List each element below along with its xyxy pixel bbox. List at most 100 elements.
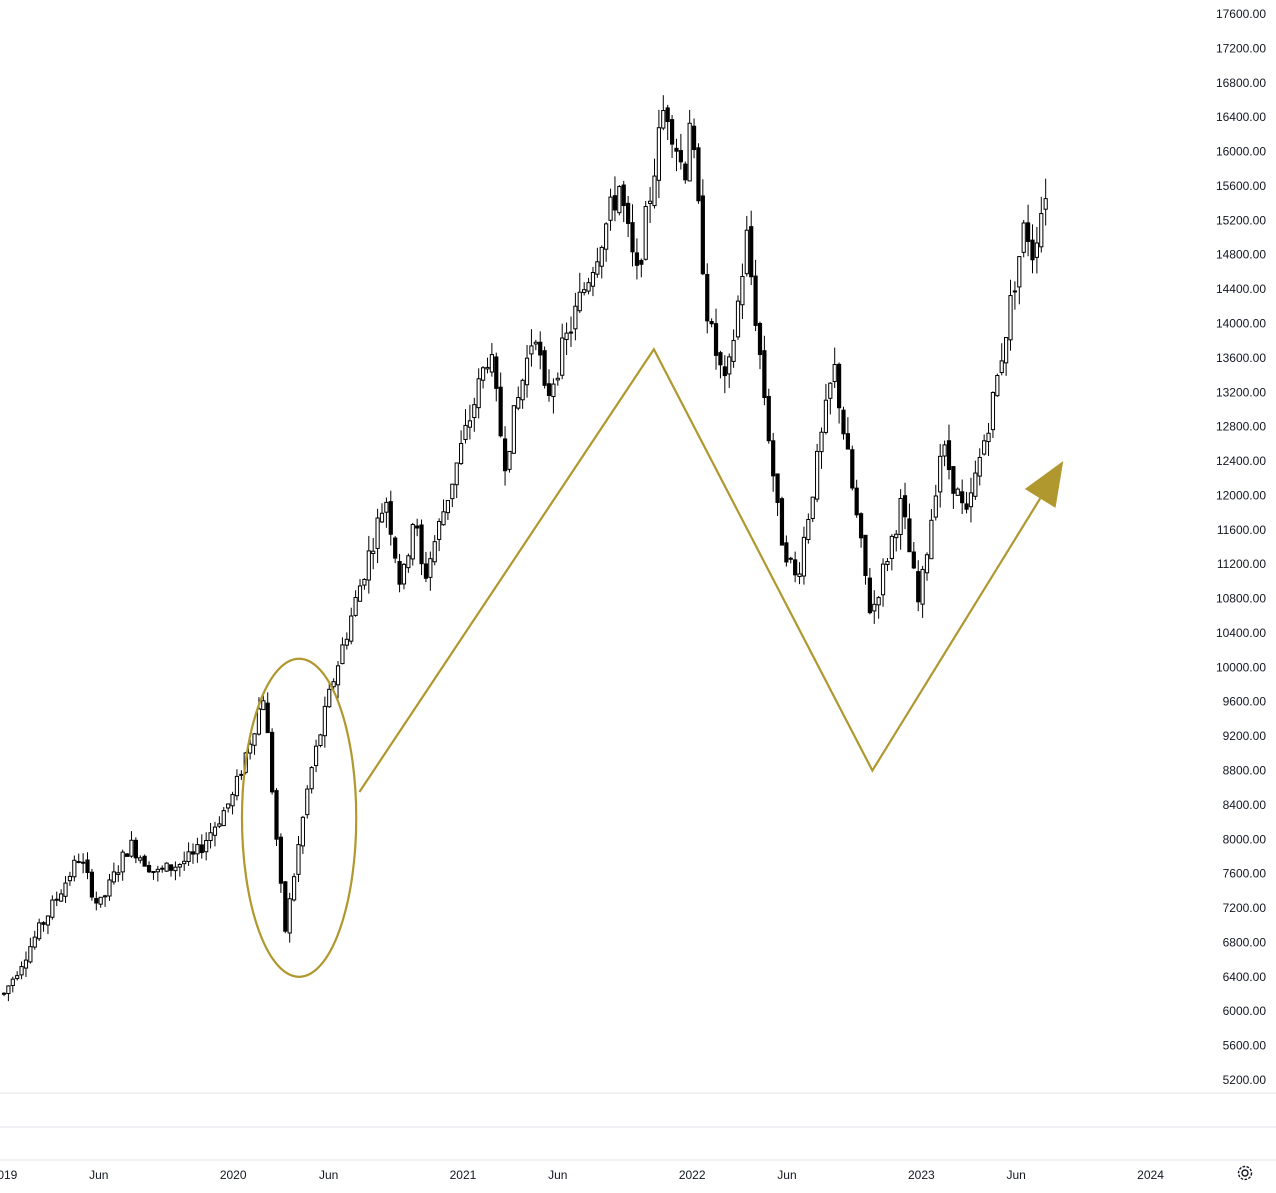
candle xyxy=(208,822,213,849)
price-tick-label: 13600.00 xyxy=(1216,351,1266,365)
candle xyxy=(942,440,947,467)
price-tick-label: 12000.00 xyxy=(1216,488,1266,502)
candle xyxy=(498,372,503,438)
candle xyxy=(529,329,534,367)
price-tick-label: 16400.00 xyxy=(1216,110,1266,124)
zigzag-trend-line[interactable] xyxy=(358,347,1042,793)
candle xyxy=(129,831,134,858)
candle xyxy=(648,187,653,224)
candle xyxy=(432,535,437,566)
candle xyxy=(120,849,125,881)
candle xyxy=(718,350,723,379)
candle xyxy=(524,345,530,398)
arrow-head[interactable] xyxy=(1024,461,1064,508)
price-tick-label: 11600.00 xyxy=(1217,523,1266,537)
candle xyxy=(507,450,512,473)
highlight-ellipse[interactable] xyxy=(240,657,358,978)
candle xyxy=(880,558,886,607)
candle xyxy=(199,834,204,859)
price-tick-label: 11200.00 xyxy=(1217,557,1266,571)
candle xyxy=(542,346,547,389)
candle xyxy=(107,873,112,901)
candle xyxy=(533,339,538,351)
candle xyxy=(23,951,29,977)
candle xyxy=(94,891,99,911)
candle xyxy=(788,556,793,564)
candle xyxy=(727,353,732,388)
price-tick-label: 12800.00 xyxy=(1216,420,1266,434)
time-tick-label: 2019 xyxy=(0,1168,18,1182)
candle xyxy=(960,479,965,515)
candle xyxy=(489,343,494,377)
candle xyxy=(476,368,481,419)
candle xyxy=(946,424,952,480)
time-tick-label: 2023 xyxy=(908,1168,935,1182)
annotation-layer[interactable] xyxy=(240,347,1064,978)
candle xyxy=(283,880,288,934)
price-axis[interactable]: 17600.00 17200.00 16800.00 16400.00 16000.00… xyxy=(1216,7,1266,1087)
candle xyxy=(832,347,837,389)
time-axis[interactable]: 2019 Jun 2020 Jun 2021 Jun 2022 Jun 2023 Jun 2024 xyxy=(0,1168,1164,1182)
price-tick-label: 10800.00 xyxy=(1216,592,1266,606)
candle xyxy=(902,482,908,530)
candle xyxy=(428,551,433,591)
price-tick-label: 10400.00 xyxy=(1216,626,1266,640)
candle xyxy=(212,821,218,847)
candle xyxy=(555,372,560,386)
candle xyxy=(287,892,292,943)
candle xyxy=(89,868,95,901)
candle xyxy=(705,263,710,334)
candle xyxy=(463,409,468,444)
settings-gear-icon[interactable] xyxy=(1235,1163,1255,1183)
price-tick-label: 5600.00 xyxy=(1223,1039,1267,1053)
candle xyxy=(889,534,894,571)
candle xyxy=(102,894,108,907)
candle xyxy=(1025,204,1031,257)
candle xyxy=(397,553,402,593)
candle xyxy=(551,378,556,414)
candle xyxy=(911,541,916,570)
candle xyxy=(828,382,833,415)
candle xyxy=(582,282,587,296)
price-tick-label: 16000.00 xyxy=(1216,145,1266,159)
candle xyxy=(630,204,635,267)
candle xyxy=(700,179,705,276)
candle xyxy=(749,210,754,286)
candle xyxy=(19,961,24,980)
candle xyxy=(564,322,569,355)
candle xyxy=(863,534,868,585)
candle xyxy=(41,921,46,932)
candle xyxy=(775,473,780,516)
candle xyxy=(608,188,613,231)
candle xyxy=(379,503,385,523)
candle xyxy=(801,526,807,585)
candle xyxy=(639,258,644,278)
candle xyxy=(713,308,719,370)
candle xyxy=(1021,219,1026,258)
candle xyxy=(858,512,864,548)
candle xyxy=(806,513,811,544)
candle xyxy=(37,918,42,941)
candle xyxy=(59,889,64,903)
candle xyxy=(406,553,411,573)
candle xyxy=(327,683,332,708)
candle xyxy=(335,661,341,699)
candle xyxy=(898,489,903,550)
candle xyxy=(626,196,631,238)
candle xyxy=(190,843,196,864)
candle xyxy=(511,405,516,454)
candle xyxy=(951,466,956,509)
price-tick-label: 15600.00 xyxy=(1216,179,1266,193)
candle xyxy=(270,728,275,795)
candle xyxy=(274,788,279,847)
candle xyxy=(45,915,51,935)
price-tick-label: 6800.00 xyxy=(1223,935,1267,949)
candle xyxy=(357,579,363,602)
candle xyxy=(362,578,367,590)
candle xyxy=(977,448,982,486)
candles-layer xyxy=(1,95,1048,1002)
price-tick-label: 9200.00 xyxy=(1223,729,1267,743)
candle xyxy=(502,426,508,486)
price-tick-label: 8800.00 xyxy=(1223,764,1267,778)
